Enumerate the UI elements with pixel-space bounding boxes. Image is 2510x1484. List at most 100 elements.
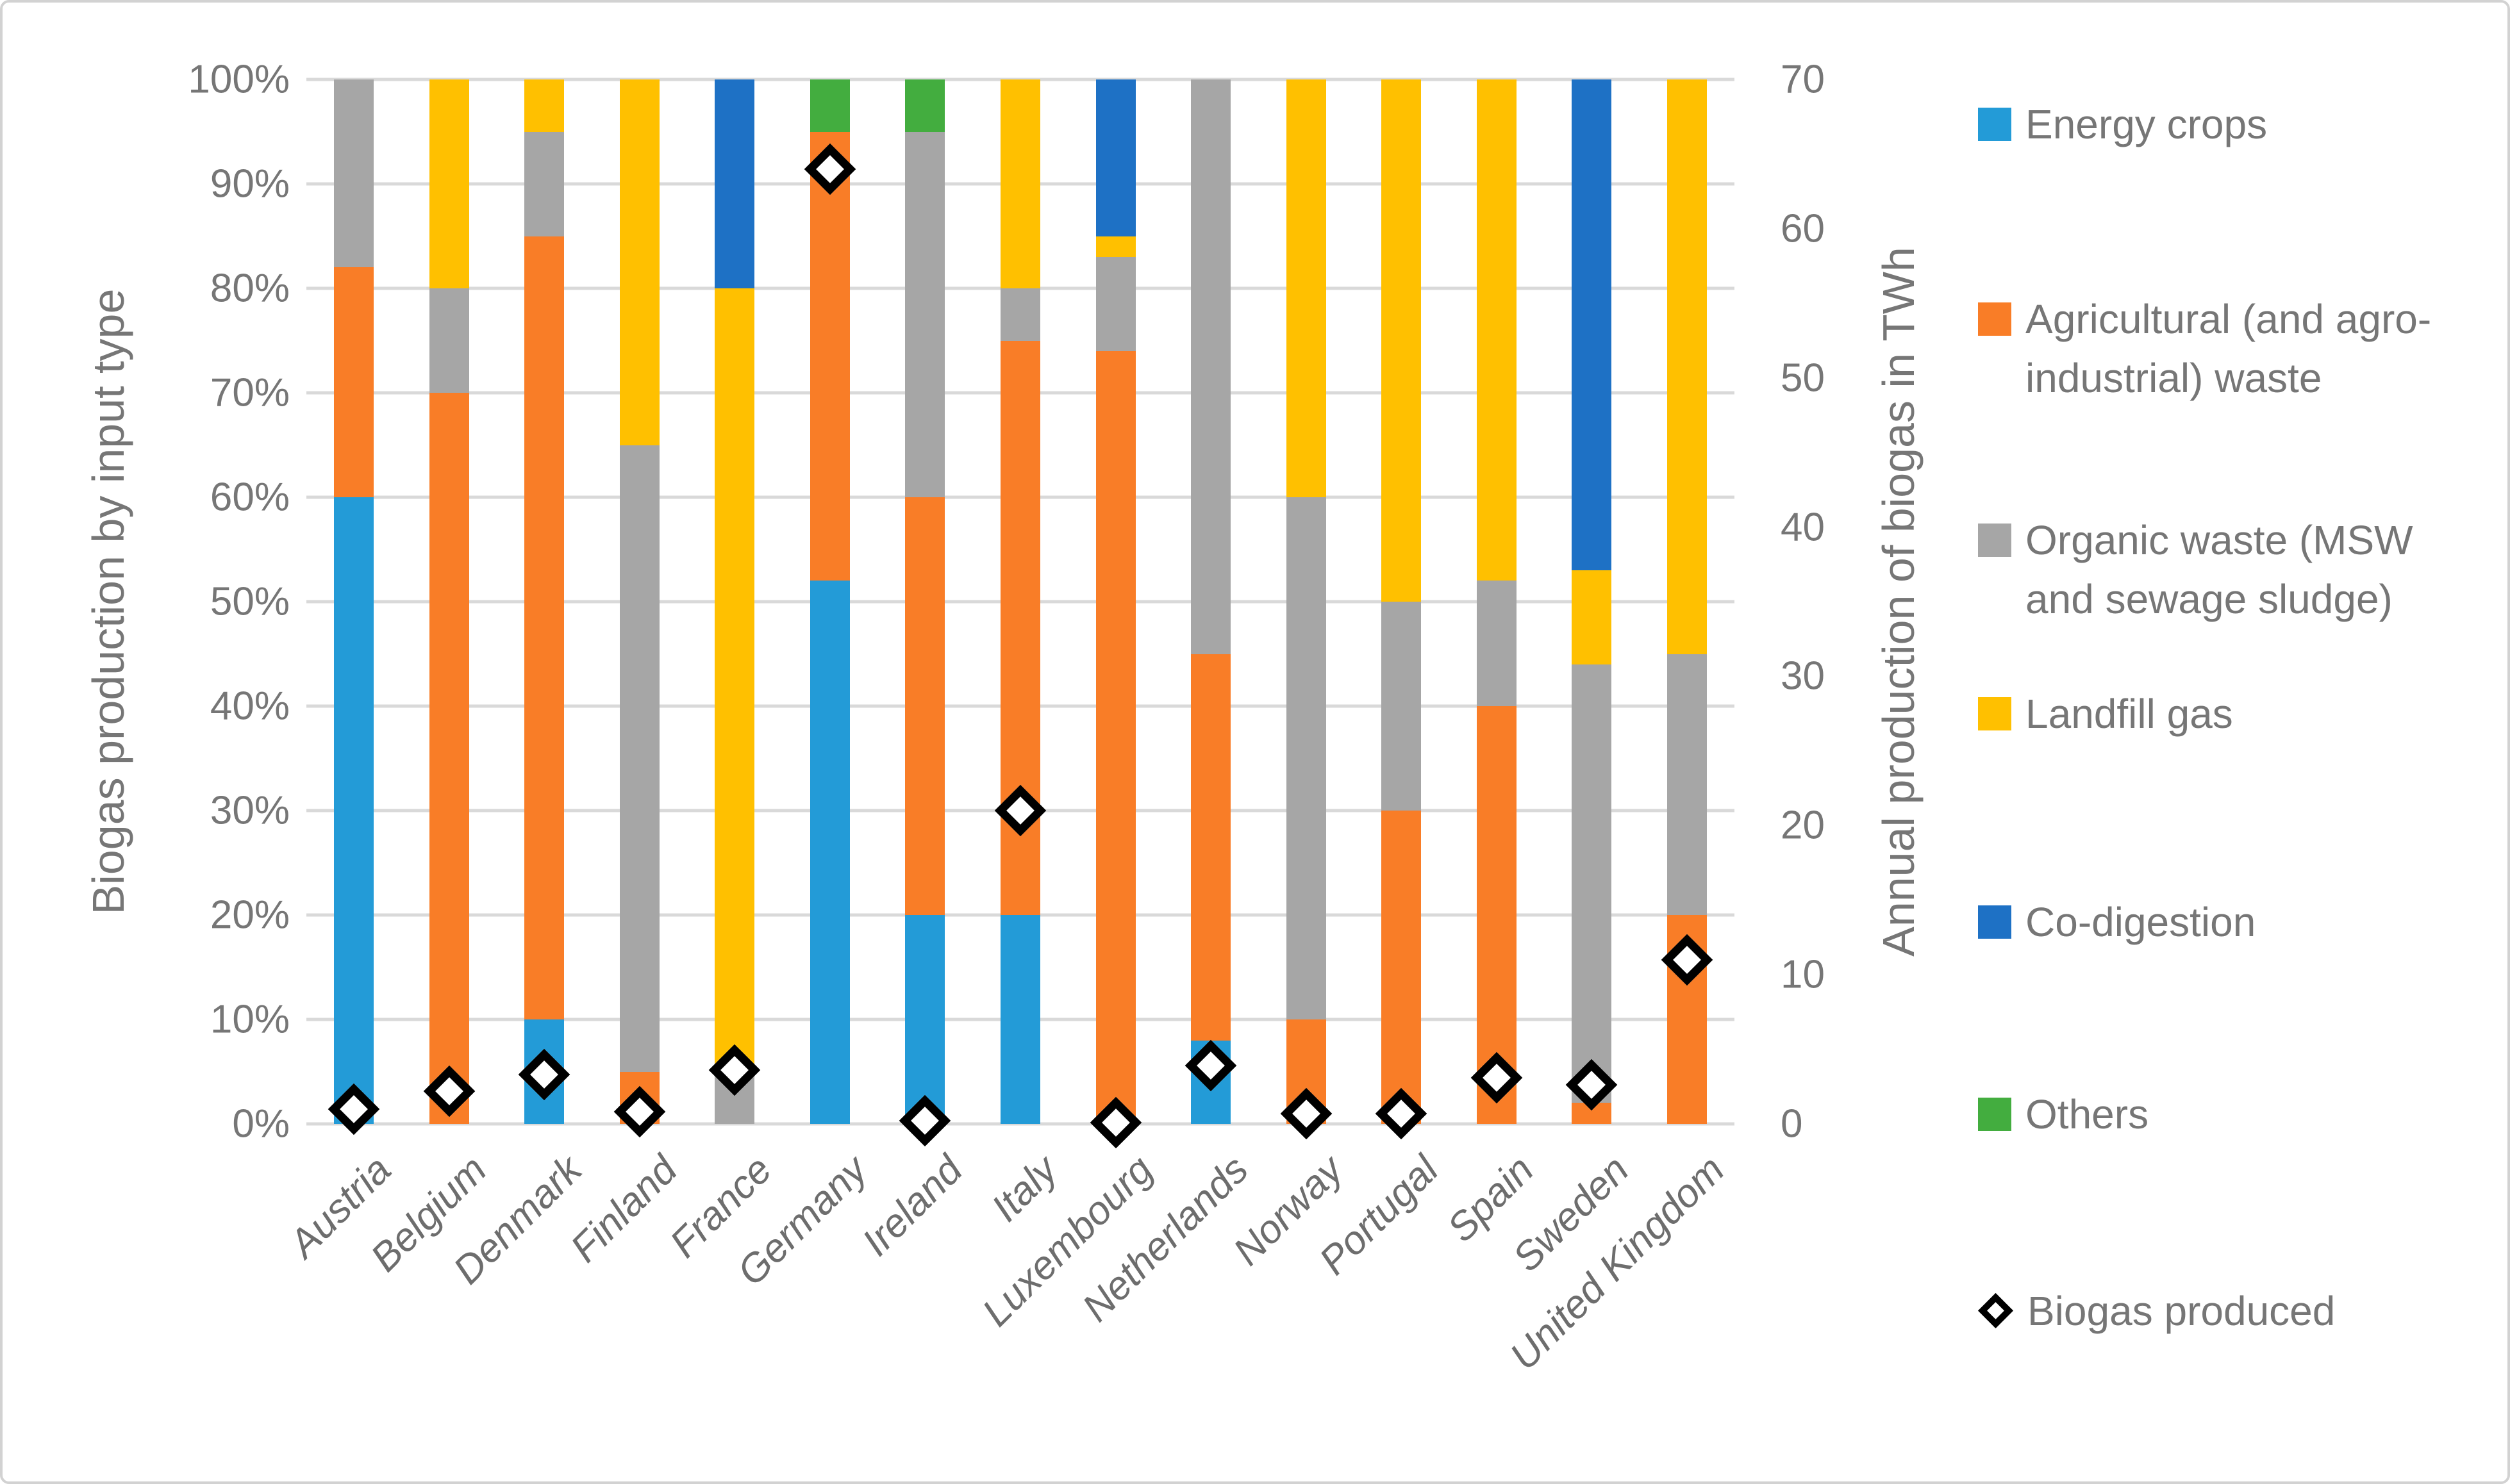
- legend-label: Agricultural (and agro-industrial) waste: [2025, 296, 2432, 401]
- right-axis-tick: 20: [1781, 803, 1825, 848]
- bar-segment: [1476, 79, 1517, 581]
- bar-segment: [905, 915, 945, 1124]
- stacked-bar-finland: [619, 79, 660, 1124]
- legend-item-co-digestion: Co-digestion: [1978, 893, 2256, 952]
- stacked-bar-portugal: [1381, 79, 1422, 1124]
- left-axis-tick: 70%: [210, 370, 290, 415]
- bar-segment: [1095, 236, 1136, 258]
- bar-segment: [619, 79, 660, 445]
- bar-segment: [1381, 79, 1422, 602]
- legend-item-energy-crops: Energy crops: [1978, 95, 2267, 154]
- legend-item-landfill-gas: Landfill gas: [1978, 684, 2233, 743]
- left-axis-tick: 20%: [210, 893, 290, 937]
- bar-segment: [1191, 654, 1231, 1041]
- right-axis-tick: 50: [1781, 356, 1825, 400]
- left-axis-tick: 40%: [210, 684, 290, 729]
- left-axis-title: Biogas production by input type: [83, 288, 133, 915]
- left-axis-tick: 50%: [210, 579, 290, 624]
- bar-segment: [334, 497, 374, 1124]
- left-axis-tick: 30%: [210, 788, 290, 833]
- bar-segment: [810, 581, 850, 1124]
- bar-segment: [429, 79, 469, 288]
- bar-segment: [524, 131, 565, 236]
- legend-color-swatch: [1978, 108, 2011, 141]
- bar-segment: [524, 79, 565, 132]
- bar-segment: [334, 267, 374, 497]
- left-axis-tick: 100%: [188, 57, 290, 102]
- bar-segment: [810, 79, 850, 132]
- bar-segment: [905, 79, 945, 132]
- stacked-bar-ireland: [905, 79, 945, 1124]
- stacked-bar-italy: [1001, 79, 1040, 1124]
- bar-segment: [715, 288, 755, 1072]
- legend-item-others: Others: [1978, 1085, 2148, 1144]
- bar-segment: [524, 236, 565, 1019]
- right-axis-tick: 60: [1781, 206, 1825, 251]
- left-axis-tick: 10%: [210, 997, 290, 1042]
- left-axis-tick: 80%: [210, 266, 290, 311]
- bar-segment: [1286, 79, 1326, 497]
- legend-label: Others: [2025, 1091, 2149, 1137]
- bar-segment: [715, 79, 755, 288]
- stacked-bar-france: [715, 79, 755, 1124]
- stacked-bar-sweden: [1572, 79, 1612, 1124]
- stacked-bar-norway: [1286, 79, 1326, 1124]
- stacked-bar-netherlands: [1191, 79, 1231, 1124]
- bar-segment: [1095, 79, 1136, 236]
- right-axis-tick: 30: [1781, 654, 1825, 698]
- bar-segment: [1286, 497, 1326, 1019]
- bar-segment: [1666, 654, 1707, 915]
- legend-item-biogas-produced: Biogas produced: [1977, 1282, 2336, 1340]
- left-axis-tick: 60%: [210, 475, 290, 520]
- bar-segment: [1001, 915, 1040, 1124]
- bar-segment: [619, 445, 660, 1072]
- bar-segment: [905, 497, 945, 915]
- stacked-bar-denmark: [524, 79, 565, 1124]
- left-axis-tick: 90%: [210, 161, 290, 206]
- legend-item-organic-waste-msw-and-sewage-sludge-: Organic waste (MSW and sewage sludge): [1978, 511, 2413, 629]
- bar-segment: [1001, 288, 1040, 341]
- bar-segment: [1572, 570, 1612, 664]
- bar-segment: [810, 131, 850, 581]
- bar-segment: [1572, 664, 1612, 1103]
- legend-label: Co-digestion: [2025, 899, 2256, 945]
- stacked-bar-united-kingdom: [1666, 79, 1707, 1124]
- bar-segment: [1381, 602, 1422, 811]
- x-axis-label: Finland: [561, 1147, 686, 1271]
- legend-label: Organic waste (MSW and sewage sludge): [2025, 517, 2413, 622]
- right-axis-tick: 70: [1781, 57, 1825, 102]
- legend-color-swatch: [1978, 524, 2011, 557]
- legend-color-swatch: [1978, 1098, 2011, 1131]
- right-axis-title: Annual production of biogas in TWh: [1874, 247, 1924, 957]
- left-axis-tick: 0%: [232, 1101, 290, 1146]
- bar-segment: [1001, 79, 1040, 288]
- stacked-bar-belgium: [429, 79, 469, 1124]
- stacked-bar-spain: [1476, 79, 1517, 1124]
- right-axis-tick: 0: [1781, 1101, 1803, 1146]
- bar-segment: [1666, 79, 1707, 654]
- bar-segment: [1476, 581, 1517, 706]
- bar-segment: [1095, 257, 1136, 351]
- legend-diamond-icon: [1977, 1292, 2014, 1329]
- bar-segment: [334, 79, 374, 268]
- gridline: [306, 1122, 1734, 1126]
- bar-segment: [1191, 79, 1231, 654]
- stacked-bar-austria: [334, 79, 374, 1124]
- bar-segment: [905, 131, 945, 497]
- plot-area: [306, 78, 1734, 1148]
- legend-color-swatch: [1978, 905, 2011, 939]
- x-axis-label: Ireland: [854, 1147, 971, 1265]
- legend-color-swatch: [1978, 302, 2011, 336]
- right-axis-tick: 40: [1781, 505, 1825, 550]
- x-axis-label: Italy: [983, 1147, 1067, 1230]
- bar-segment: [1381, 811, 1422, 1124]
- legend-label: Landfill gas: [2025, 691, 2233, 737]
- bar-segment: [1572, 79, 1612, 571]
- stacked-bar-luxembourg: [1095, 79, 1136, 1124]
- bar-segment: [429, 393, 469, 1124]
- legend-item-agricultural-and-agro-industrial-waste: Agricultural (and agro-industrial) waste: [1978, 290, 2431, 408]
- bar-segment: [1095, 350, 1136, 1124]
- legend-label: Biogas produced: [2027, 1288, 2336, 1334]
- legend-label: Energy crops: [2025, 101, 2268, 147]
